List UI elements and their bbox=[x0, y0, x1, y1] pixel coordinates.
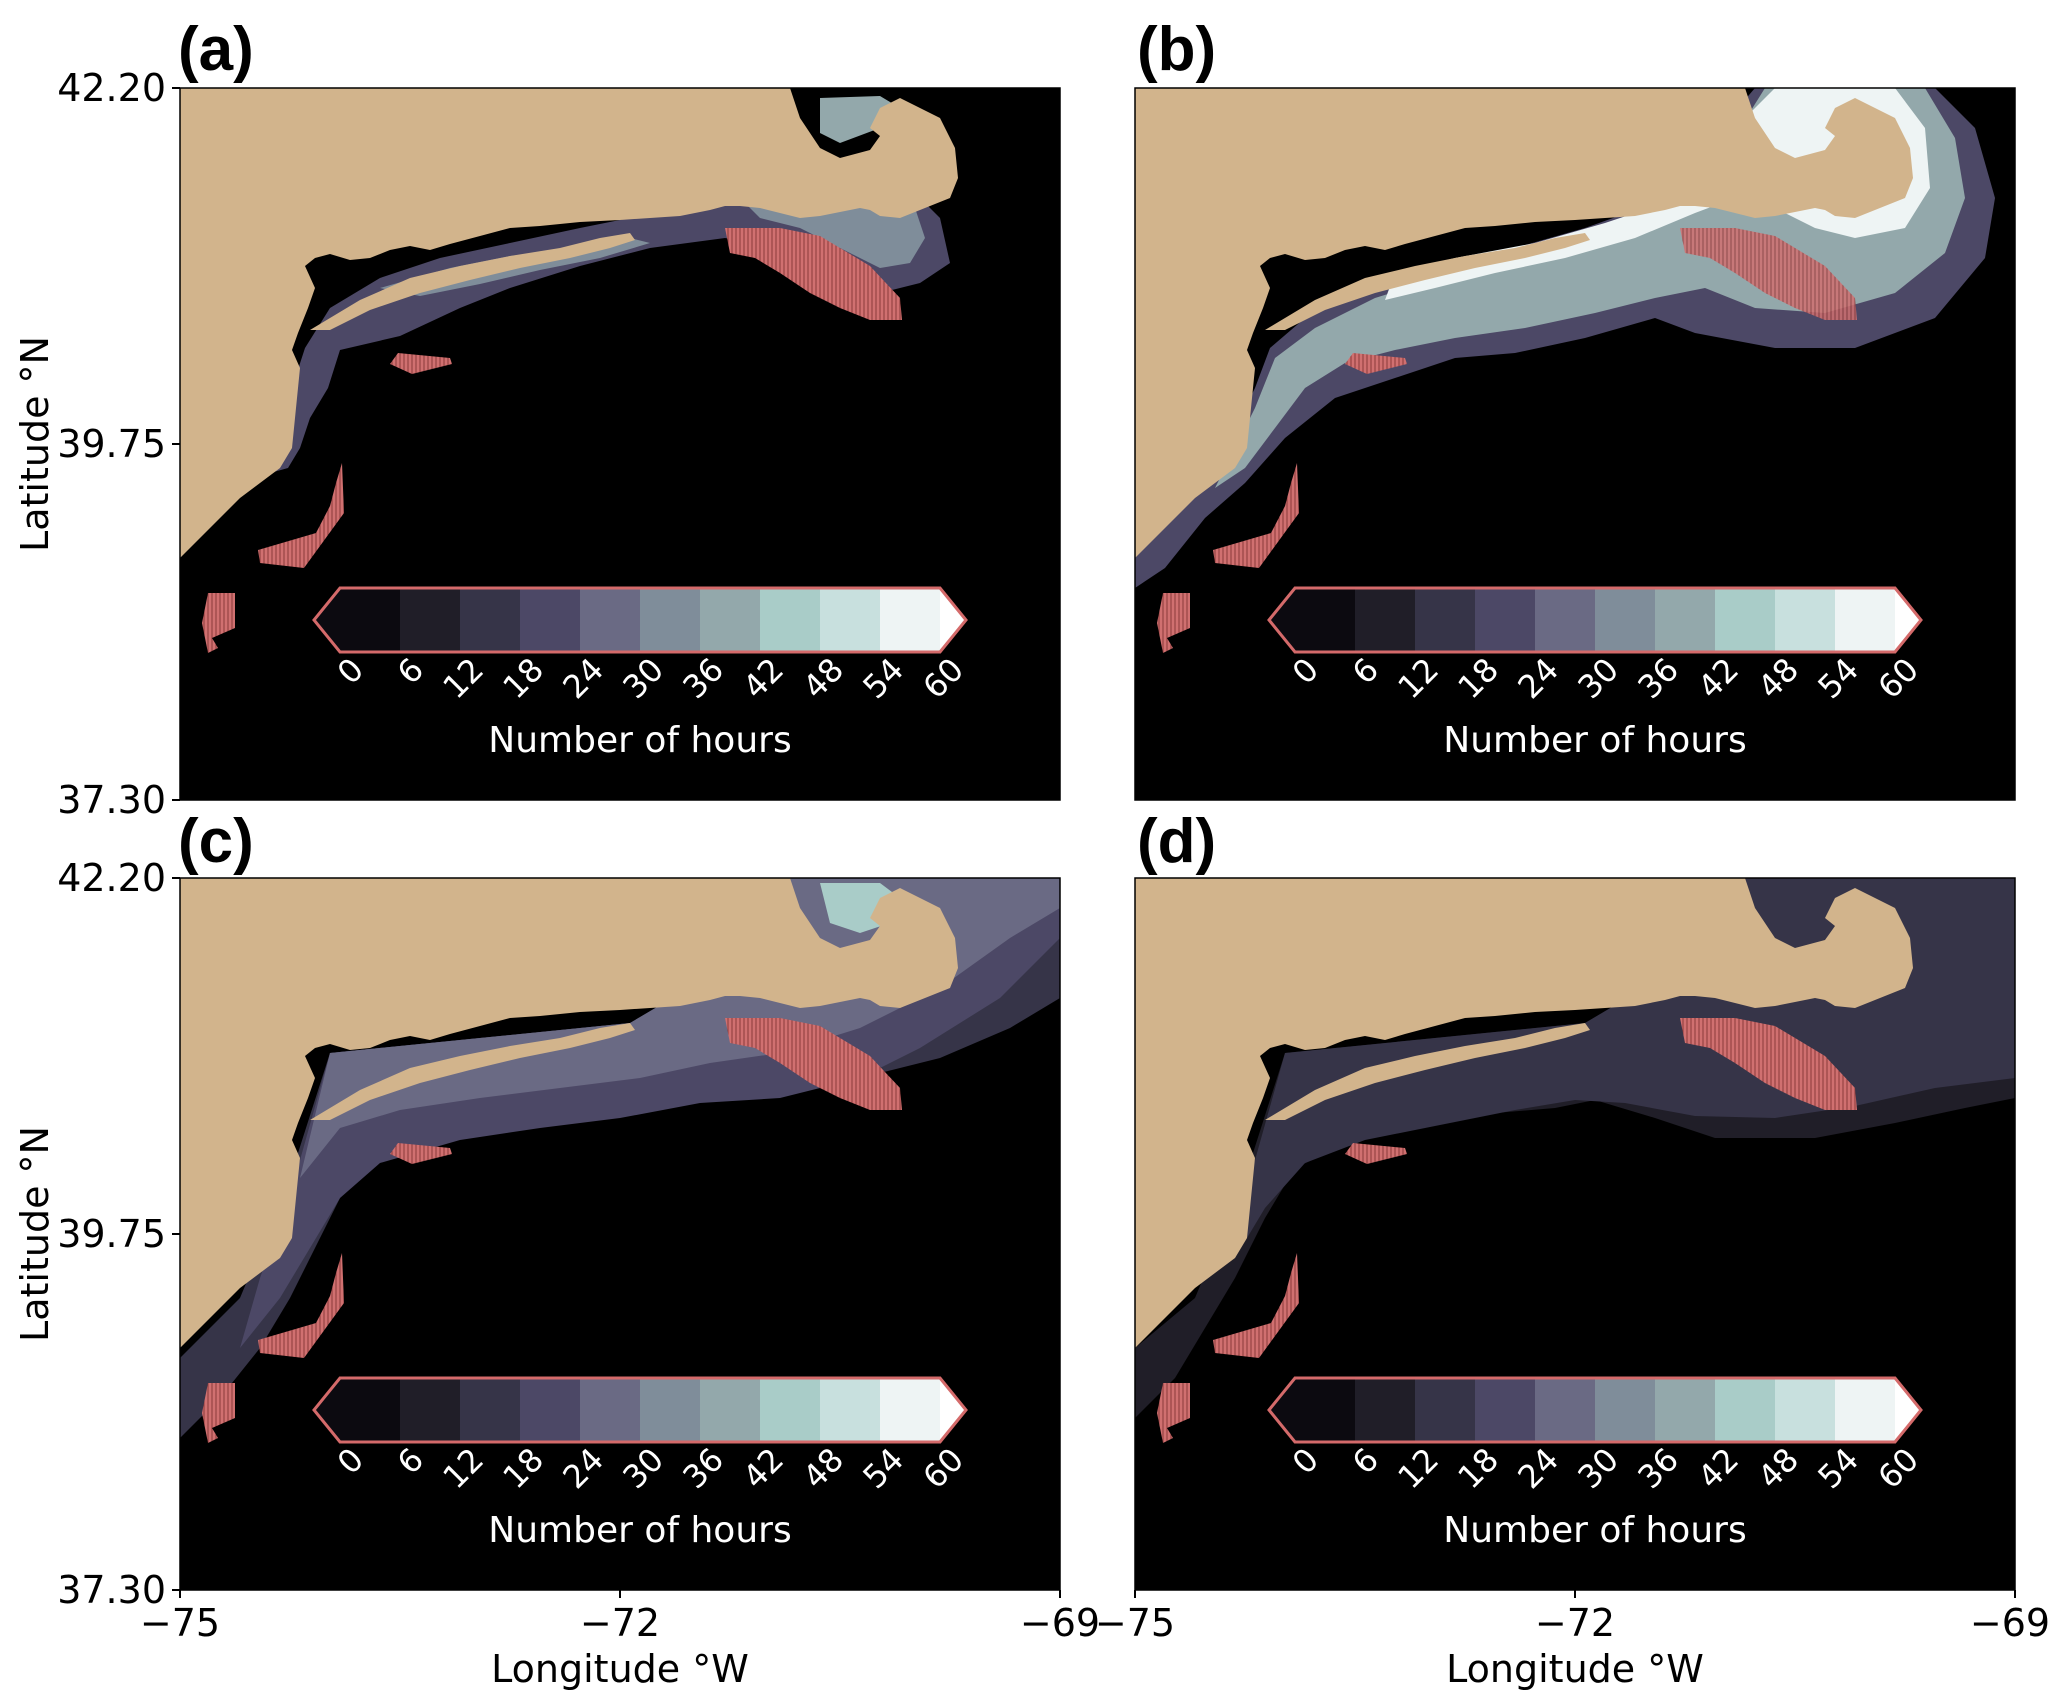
colorbar-bin bbox=[1655, 1378, 1716, 1442]
colorbar-extend-min bbox=[314, 588, 340, 652]
colorbar-bin bbox=[640, 588, 701, 652]
lon-tick-label: −72 bbox=[1535, 1601, 1615, 1645]
colorbar-bin bbox=[340, 1378, 401, 1442]
colorbar-extend-max bbox=[1895, 588, 1921, 652]
colorbar-bin bbox=[1475, 588, 1536, 652]
lon-tick-label: −75 bbox=[140, 1601, 220, 1645]
map-frame bbox=[1134, 87, 2016, 801]
colorbar-extend-min bbox=[314, 1378, 340, 1442]
colorbar-bin bbox=[880, 1378, 941, 1442]
colorbar-bin bbox=[1415, 588, 1476, 652]
colorbar-bin bbox=[1295, 1378, 1356, 1442]
panel-label-c: (c) bbox=[178, 807, 254, 876]
colorbar-bin bbox=[1655, 588, 1716, 652]
colorbar-bin bbox=[460, 588, 521, 652]
latitude-axis-label: Latitude °N bbox=[13, 1126, 57, 1342]
lon-tick-label: −69 bbox=[1020, 1601, 1100, 1645]
colorbar-bin bbox=[1835, 588, 1896, 652]
colorbar-bin bbox=[1775, 1378, 1836, 1442]
colorbar-bin bbox=[880, 588, 941, 652]
longitude-axis-label: Longitude °W bbox=[1446, 1647, 1704, 1691]
colorbar-label: Number of hours bbox=[488, 720, 791, 761]
colorbar-bin bbox=[820, 1378, 881, 1442]
colorbar-bin bbox=[820, 588, 881, 652]
colorbar-bin bbox=[1355, 1378, 1416, 1442]
colorbar-label: Number of hours bbox=[1443, 1510, 1746, 1551]
colorbar-bin bbox=[1415, 1378, 1476, 1442]
colorbar-bin bbox=[580, 1378, 641, 1442]
colorbar-outline bbox=[1267, 586, 1923, 654]
lat-tick-label: 37.30 bbox=[57, 1568, 166, 1612]
colorbar-bin bbox=[400, 588, 461, 652]
longitude-axis-label: Longitude °W bbox=[491, 1647, 749, 1691]
colorbar-bin bbox=[700, 1378, 761, 1442]
colorbar-label: Number of hours bbox=[488, 1510, 791, 1551]
colorbar-bin bbox=[520, 1378, 581, 1442]
colorbar-extend-max bbox=[940, 1378, 966, 1442]
colorbar-bin bbox=[580, 588, 641, 652]
colorbar-bin bbox=[1535, 1378, 1596, 1442]
longitude-axis-right: −75 −72 −69 Longitude °W bbox=[1095, 1590, 2050, 1691]
lon-tick-label: −75 bbox=[1095, 1601, 1175, 1645]
colorbar-label: Number of hours bbox=[1443, 720, 1746, 761]
panel-label-b: (b) bbox=[1137, 15, 1216, 84]
colorbar-bin bbox=[1715, 588, 1776, 652]
colorbar-outline bbox=[312, 1376, 968, 1444]
latitude-axis-label: Latitude °N bbox=[13, 336, 57, 552]
colorbar-bin bbox=[1775, 588, 1836, 652]
colorbar-bin bbox=[1595, 588, 1656, 652]
colorbar-bin bbox=[1535, 588, 1596, 652]
lat-tick-label: 42.20 bbox=[57, 856, 166, 900]
colorbar-bin bbox=[1595, 1378, 1656, 1442]
panel-label-a: (a) bbox=[178, 15, 254, 84]
colorbar-bin bbox=[1475, 1378, 1536, 1442]
colorbar-bin bbox=[1835, 1378, 1896, 1442]
lat-tick-label: 37.30 bbox=[57, 778, 166, 822]
colorbar-bin bbox=[520, 588, 581, 652]
colorbar-bin bbox=[460, 1378, 521, 1442]
colorbar-outline bbox=[1267, 1376, 1923, 1444]
colorbar-extend-max bbox=[1895, 1378, 1921, 1442]
longitude-axis-left: −75 −72 −69 Longitude °W bbox=[140, 1590, 1100, 1691]
northern-water-patch bbox=[820, 96, 900, 143]
colorbar-outline bbox=[312, 586, 968, 654]
colorbar-bin bbox=[640, 1378, 701, 1442]
lon-tick-label: −69 bbox=[1970, 1601, 2050, 1645]
colorbar-extend-min bbox=[1269, 1378, 1295, 1442]
latitude-axis-top: 42.20 39.75 37.30 Latitude °N bbox=[13, 66, 180, 822]
colorbar-bin bbox=[760, 588, 821, 652]
colorbar-bin bbox=[1715, 1378, 1776, 1442]
lat-tick-label: 39.75 bbox=[57, 422, 166, 466]
lon-tick-label: −72 bbox=[580, 1601, 660, 1645]
colorbar-bin bbox=[400, 1378, 461, 1442]
lat-tick-label: 42.20 bbox=[57, 66, 166, 110]
colorbar-bin bbox=[760, 1378, 821, 1442]
colorbar-bin bbox=[1295, 588, 1356, 652]
lat-tick-label: 39.75 bbox=[57, 1212, 166, 1256]
colorbar-bin bbox=[1355, 588, 1416, 652]
colorbar-extend-min bbox=[1269, 588, 1295, 652]
panel-label-d: (d) bbox=[1137, 807, 1216, 876]
colorbar-bin bbox=[700, 588, 761, 652]
colorbar-bin bbox=[340, 588, 401, 652]
colorbar-extend-max bbox=[940, 588, 966, 652]
latitude-axis-bottom: 42.20 39.75 37.30 Latitude °N bbox=[13, 856, 180, 1612]
